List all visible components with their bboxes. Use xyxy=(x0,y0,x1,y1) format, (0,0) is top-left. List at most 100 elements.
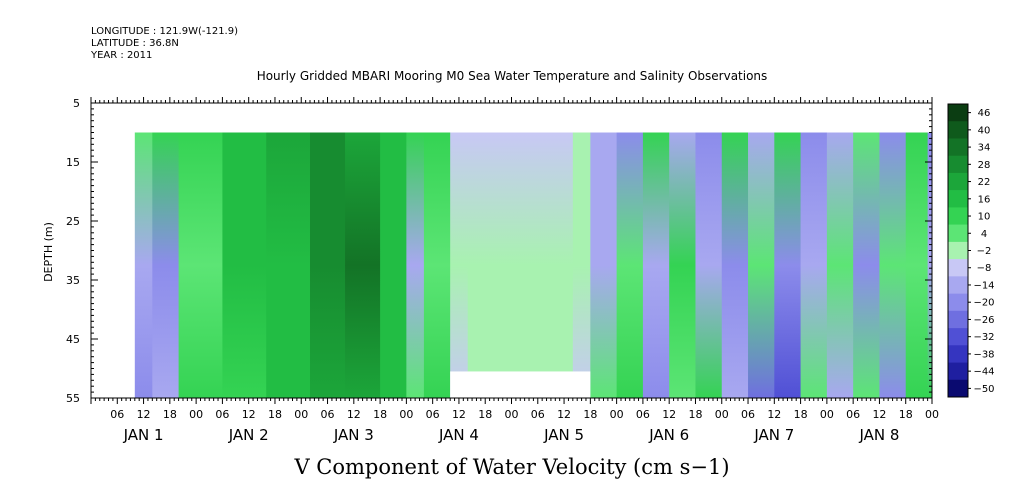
hour-tick-label: 12 xyxy=(452,408,466,421)
hour-tick-label: 18 xyxy=(268,408,282,421)
heatmap-column xyxy=(669,132,696,398)
year-label: YEAR : 2011 xyxy=(91,50,153,61)
y-tick-label: 45 xyxy=(66,333,80,346)
heatmap-column xyxy=(905,132,929,398)
day-label: JAN 1 xyxy=(123,426,164,444)
hour-tick-label: 00 xyxy=(505,408,519,421)
heatmap-field xyxy=(134,132,933,398)
heatmap-column xyxy=(380,132,407,398)
colorbar-swatch xyxy=(948,207,968,225)
hour-tick-label: 00 xyxy=(610,408,624,421)
colorbar-swatch xyxy=(948,379,968,398)
colorbar-label: −20 xyxy=(973,298,994,309)
heatmap-column xyxy=(572,132,591,398)
heatmap-column xyxy=(748,132,775,398)
colorbar-label: 10 xyxy=(978,212,991,223)
colorbar-label: −8 xyxy=(977,263,992,274)
hour-tick-label: 18 xyxy=(373,408,387,421)
colorbar-swatch xyxy=(948,328,968,346)
heatmap-column xyxy=(826,132,854,398)
heatmap-column xyxy=(134,132,153,398)
y-tick-label: 15 xyxy=(66,156,80,169)
colorbar-swatch xyxy=(948,241,968,260)
heatmap-column xyxy=(222,132,267,398)
colorbar-swatch xyxy=(948,362,968,381)
hour-tick-label: 18 xyxy=(899,408,913,421)
colorbar-label: −38 xyxy=(973,349,994,360)
hour-tick-label: 12 xyxy=(137,408,151,421)
colorbar-label: 34 xyxy=(978,143,991,154)
heatmap-column xyxy=(774,132,802,398)
longitude-label: LONGITUDE : 121.9W(-121.9) xyxy=(91,26,238,37)
hour-tick-label: 18 xyxy=(163,408,177,421)
heatmap-column xyxy=(879,132,907,398)
hour-tick-label: 00 xyxy=(925,408,939,421)
hour-tick-label: 18 xyxy=(794,408,808,421)
hour-tick-label: 12 xyxy=(557,408,571,421)
hour-tick-label: 06 xyxy=(531,408,545,421)
hour-tick-label: 00 xyxy=(189,408,203,421)
y-tick-label: 5 xyxy=(73,97,80,110)
y-axis-label: DEPTH (m) xyxy=(42,222,55,282)
day-label: JAN 6 xyxy=(648,426,689,444)
colorbar-swatch xyxy=(948,276,968,294)
colorbar-swatch xyxy=(948,345,968,363)
chart-title: Hourly Gridded MBARI Mooring M0 Sea Wate… xyxy=(257,69,768,83)
day-label: JAN 5 xyxy=(543,426,584,444)
heatmap-column xyxy=(927,132,933,398)
heatmap-column xyxy=(590,132,618,398)
hour-tick-label: 12 xyxy=(242,408,256,421)
y-tick-label: 55 xyxy=(66,392,80,405)
colorbar-swatch xyxy=(948,121,968,139)
heatmap-column xyxy=(406,132,425,398)
colorbar-swatch xyxy=(948,155,968,174)
colorbar-label: 4 xyxy=(981,229,987,240)
hour-tick-label: 18 xyxy=(478,408,492,421)
colorbar-label: −44 xyxy=(973,367,994,378)
day-label: JAN 8 xyxy=(858,426,899,444)
colorbar-swatch xyxy=(948,293,968,312)
hour-tick-label: 12 xyxy=(662,408,676,421)
colorbar-label: 40 xyxy=(978,125,991,136)
hour-tick-label: 12 xyxy=(767,408,781,421)
heatmap-column xyxy=(616,132,644,398)
heatmap-column xyxy=(345,132,381,398)
hour-tick-label: 06 xyxy=(321,408,335,421)
hour-tick-label: 12 xyxy=(347,408,361,421)
latitude-label: LATITUDE : 36.8N xyxy=(91,38,179,49)
colorbar-swatch xyxy=(948,224,968,243)
variable-label: V Component of Water Velocity (cm s−1) xyxy=(293,455,729,479)
heatmap-column xyxy=(800,132,828,398)
hour-tick-label: 06 xyxy=(426,408,440,421)
heatmap-column xyxy=(853,132,880,398)
colorbar-label: −50 xyxy=(973,384,994,395)
axes: 06 12 18 00 06 12 18 00 06 12 18 00 06 12 18 00 06 12 18 00… xyxy=(66,97,939,444)
heatmap-column xyxy=(178,132,223,398)
day-label: JAN 7 xyxy=(753,426,794,444)
y-tick-label: 25 xyxy=(66,215,80,228)
heatmap-column xyxy=(310,132,346,398)
colorbar-swatch xyxy=(948,104,968,122)
colorbar-label: −14 xyxy=(973,280,994,291)
colorbar-label: 46 xyxy=(978,108,991,119)
hour-tick-label: 18 xyxy=(688,408,702,421)
missing-data-region xyxy=(450,371,591,398)
colorbar-label: 22 xyxy=(978,177,991,188)
hour-tick-label: 06 xyxy=(846,408,860,421)
heatmap-column xyxy=(695,132,723,398)
hour-tick-label: 06 xyxy=(636,408,650,421)
heatmap-column xyxy=(642,132,670,398)
hour-tick-label: 00 xyxy=(715,408,729,421)
hour-tick-label: 06 xyxy=(215,408,229,421)
y-tick-label: 35 xyxy=(66,274,80,287)
colorbar-swatch xyxy=(948,310,968,329)
hour-tick-label: 18 xyxy=(583,408,597,421)
colorbar-swatch xyxy=(948,259,968,277)
colorbar-swatch xyxy=(948,138,968,157)
heatmap-column xyxy=(152,132,180,398)
hour-tick-label: 00 xyxy=(399,408,413,421)
day-label: JAN 4 xyxy=(438,426,479,444)
hour-tick-label: 06 xyxy=(110,408,124,421)
heatmap-column xyxy=(467,132,574,398)
day-label: JAN 2 xyxy=(228,426,269,444)
